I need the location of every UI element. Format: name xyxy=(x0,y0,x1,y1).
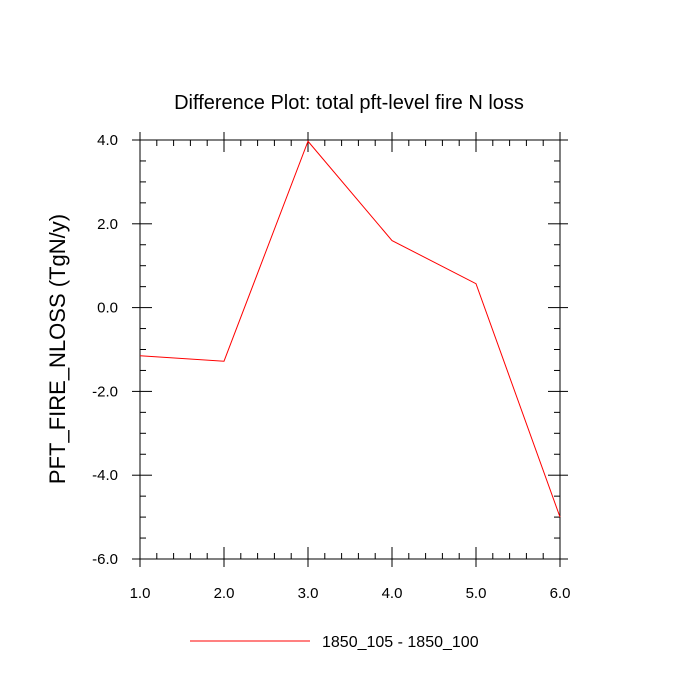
x-tick-label: 5.0 xyxy=(466,585,487,602)
x-tick-label: 4.0 xyxy=(382,585,403,602)
series-layer xyxy=(139,140,561,518)
y-tick-label: 4.0 xyxy=(97,132,118,149)
legend-label: 1850_105 - 1850_100 xyxy=(322,634,479,651)
x-tick-label: 3.0 xyxy=(298,585,319,602)
x-tick-label: 1.0 xyxy=(130,585,151,602)
chart-title: Difference Plot: total pft-level fire N … xyxy=(174,92,524,114)
y-tick-label: 0.0 xyxy=(97,300,118,317)
y-tick-label: -6.0 xyxy=(92,551,118,568)
series-line xyxy=(139,140,561,518)
x-tick-label: 2.0 xyxy=(214,585,235,602)
y-tick-label: 2.0 xyxy=(97,216,118,233)
axis-ticks xyxy=(132,132,568,567)
x-tick-label: 6.0 xyxy=(550,585,571,602)
y-axis-label: PFT_FIRE_NLOSS (TgN/y) xyxy=(45,214,70,484)
legend: 1850_105 - 1850_100 xyxy=(190,634,479,651)
y-tick-label: -4.0 xyxy=(92,467,118,484)
axis-tick-labels: 1.0 2.0 3.0 4.0 5.0 6.0 -6.0 -4.0 -2.0 0.0 2.0 4.0 xyxy=(92,132,570,602)
y-tick-label: -2.0 xyxy=(92,383,118,400)
